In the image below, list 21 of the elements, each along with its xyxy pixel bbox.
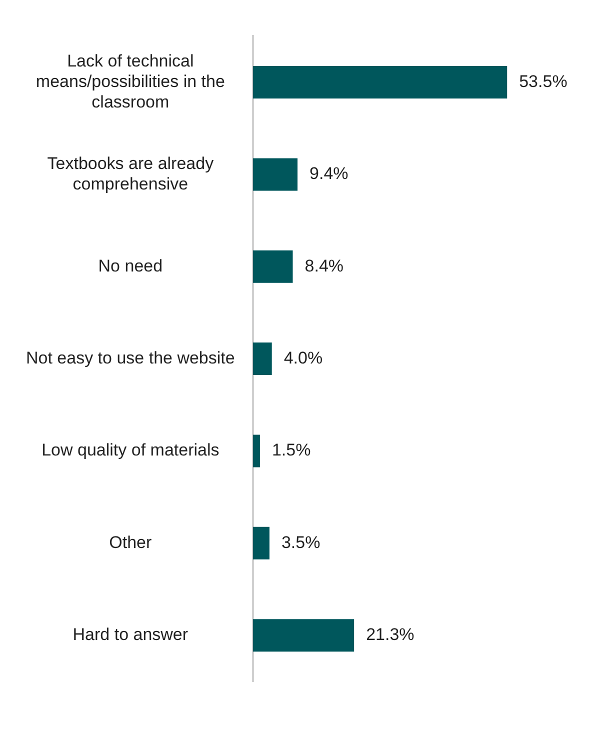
data-label: 3.5% bbox=[281, 532, 320, 552]
y-tick-label: No need bbox=[98, 256, 163, 276]
y-tick-label: Lack of technical means/possibilities in the classroom bbox=[36, 52, 225, 112]
bar bbox=[252, 434, 260, 468]
data-label: 8.4% bbox=[304, 256, 344, 276]
bar bbox=[252, 342, 272, 376]
data-label: 21.3% bbox=[366, 625, 414, 644]
y-tick-label: Low quality of materials bbox=[42, 440, 220, 460]
data-label: 53.5% bbox=[519, 72, 568, 91]
y-tick-label: Hard to answer bbox=[72, 625, 188, 644]
data-label: 4.0% bbox=[284, 348, 323, 368]
y-tick-label: Textbooks are already comprehensive bbox=[47, 154, 214, 194]
bar bbox=[252, 619, 354, 652]
y-tick-label: Other bbox=[109, 532, 152, 552]
bar bbox=[252, 526, 270, 560]
bar bbox=[252, 250, 293, 283]
data-label: 9.4% bbox=[310, 164, 348, 184]
bar bbox=[252, 66, 508, 99]
bar bbox=[252, 158, 298, 191]
data-label: 1.5% bbox=[272, 440, 311, 460]
y-tick-label: Not easy to use the website bbox=[26, 348, 235, 368]
